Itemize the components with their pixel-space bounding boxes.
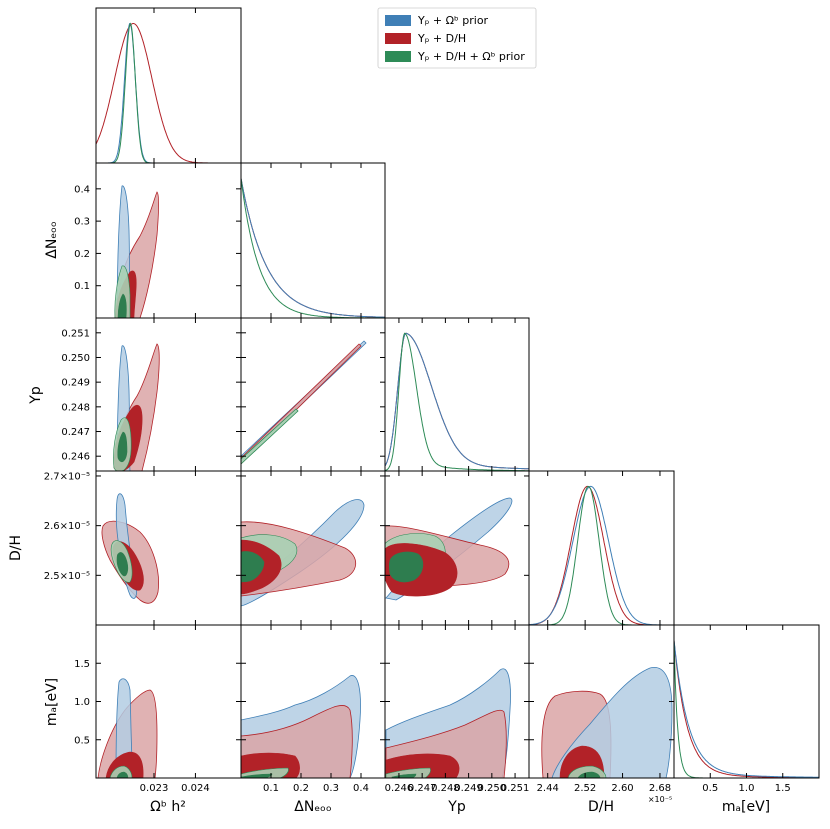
marginal-omegab-combined (96, 22, 241, 163)
ylabel-dneff: ΔNₑₒₒ (44, 221, 60, 258)
panel-frame-dneff-dneff (240, 162, 386, 319)
ytick-label-ma: 1.0 (74, 697, 90, 708)
marginal-dh-prior (529, 485, 674, 625)
contour-dh-omegab (101, 493, 159, 604)
panel-frame-yp-dneff (240, 317, 386, 472)
xtick-label-dneff: 0.2 (293, 783, 309, 794)
xlabel-ma: mₐ[eV] (722, 799, 770, 815)
legend-swatch-prior (385, 15, 411, 26)
ytick-label-dh: 2.6×10⁻⁵ (44, 521, 90, 532)
ytick-label-yp: 0.247 (61, 427, 90, 438)
contour-ma-omegab (97, 678, 158, 778)
marginal-yp-prior (385, 332, 529, 470)
legend-label-prior: Yₚ + Ωᵇ prior (417, 14, 489, 27)
xtick-label-dh: 2.44 (537, 783, 559, 794)
marginal-dneff-combined (241, 178, 385, 318)
xtick-label-yp: 0.250 (478, 783, 507, 794)
contour-yp-dneff (241, 340, 367, 465)
ytick-label-yp: 0.250 (61, 353, 90, 364)
marginal-omegab-dh (96, 23, 241, 163)
xlabel-omegab: Ωᵇ h² (150, 799, 186, 815)
contour-ma-dneff (241, 675, 361, 778)
ytick-label-dh: 2.5×10⁻⁵ (44, 571, 90, 582)
ytick-label-dh: 2.7×10⁻⁵ (44, 471, 90, 482)
marginal-dneff-prior (241, 178, 385, 318)
ytick-label-yp: 0.246 (61, 452, 90, 463)
marginal-ma-prior (674, 640, 819, 778)
contour-combined-95 (385, 767, 431, 778)
panel-frame-ma-ma (673, 624, 820, 779)
legend-swatch-combined (385, 51, 411, 62)
xtick-label-omegab: 0.024 (181, 783, 210, 794)
contour-dneff-omegab (114, 185, 159, 318)
xtick-label-yp: 0.248 (431, 783, 460, 794)
contour-combined-68 (388, 551, 424, 583)
ytick-label-dneff: 0.2 (74, 249, 90, 260)
ytick-label-ma: 0.5 (74, 735, 90, 746)
ytick-label-ma: 1.5 (74, 659, 90, 670)
marginal-curves (96, 22, 819, 778)
marginal-dneff-dh (241, 178, 385, 318)
xtick-label-ma: 1.5 (775, 783, 791, 794)
contour-combined-68 (241, 551, 265, 583)
xlabel-dneff: ΔNₑₒₒ (294, 799, 331, 815)
xtick-label-dneff: 0.4 (353, 783, 369, 794)
marginal-ma-dh (674, 640, 819, 778)
marginal-yp-combined (385, 332, 529, 471)
contour-combined-68 (116, 771, 129, 778)
xtick-label-ma: 1.0 (739, 783, 755, 794)
xtick-label-ma: 0.5 (702, 783, 718, 794)
legend-label-dh: Yₚ + D/H (417, 32, 466, 45)
xlabel-yp: Yp (447, 799, 466, 815)
contour-dh-yp (385, 497, 513, 601)
marginal-ma-combined (674, 640, 819, 778)
marginal-dh-combined (529, 485, 674, 625)
xlabel-dh: D/H (588, 799, 614, 815)
xtick-label-yp: 0.251 (501, 783, 530, 794)
contour-combined-68 (116, 552, 129, 577)
axis-ticks: 0.023 0.024 0.1 0.2 0.3 0.4 0.2460.2470.2480.2… (44, 8, 791, 794)
xtick-label-dh: 2.60 (611, 783, 633, 794)
ylabel-yp: Yp (28, 386, 44, 405)
ytick-label-yp: 0.249 (61, 378, 90, 389)
xtick-label-yp: 0.246 (385, 783, 414, 794)
legend: Yₚ + Ωᵇ prior Yₚ + D/H Yₚ + D/H + Ωᵇ pri… (377, 7, 537, 69)
xtick-label-omegab: 0.023 (140, 783, 169, 794)
legend-swatch-dh (385, 33, 411, 44)
xtick-label-dneff: 0.1 (263, 783, 279, 794)
ytick-label-yp: 0.248 (61, 402, 90, 413)
xtick-label-dh: 2.68 (649, 783, 671, 794)
contour-combined-68 (117, 431, 128, 463)
ytick-label-yp: 0.251 (61, 328, 90, 339)
contour-combined-68 (577, 771, 601, 778)
contour-yp-omegab (113, 343, 160, 471)
ytick-label-dneff: 0.3 (74, 217, 90, 228)
contour-dh-dneff (241, 499, 365, 607)
ylabel-dh: D/H (8, 535, 24, 561)
marginal-omegab-prior (96, 22, 241, 163)
contour-ma-yp (385, 668, 511, 778)
legend-box (377, 7, 537, 69)
dh-offset-label: ×10⁻⁵ (648, 795, 672, 804)
legend-label-combined: Yₚ + D/H + Ωᵇ prior (417, 50, 525, 63)
xtick-label-dneff: 0.3 (323, 783, 339, 794)
panel-frames (95, 7, 820, 779)
ylabel-ma: mₐ[eV] (44, 678, 60, 726)
xtick-label-yp: 0.249 (454, 783, 483, 794)
contour-ma-dh (541, 667, 673, 778)
panel-frame-dh-dh (528, 470, 675, 626)
xtick-label-dh: 2.52 (574, 783, 596, 794)
ytick-label-dneff: 0.4 (74, 184, 90, 195)
xtick-label-yp: 0.247 (408, 783, 437, 794)
contour-combined-95 (241, 408, 299, 465)
ytick-label-dneff: 0.1 (74, 281, 90, 292)
contour-combined-68 (117, 293, 127, 318)
